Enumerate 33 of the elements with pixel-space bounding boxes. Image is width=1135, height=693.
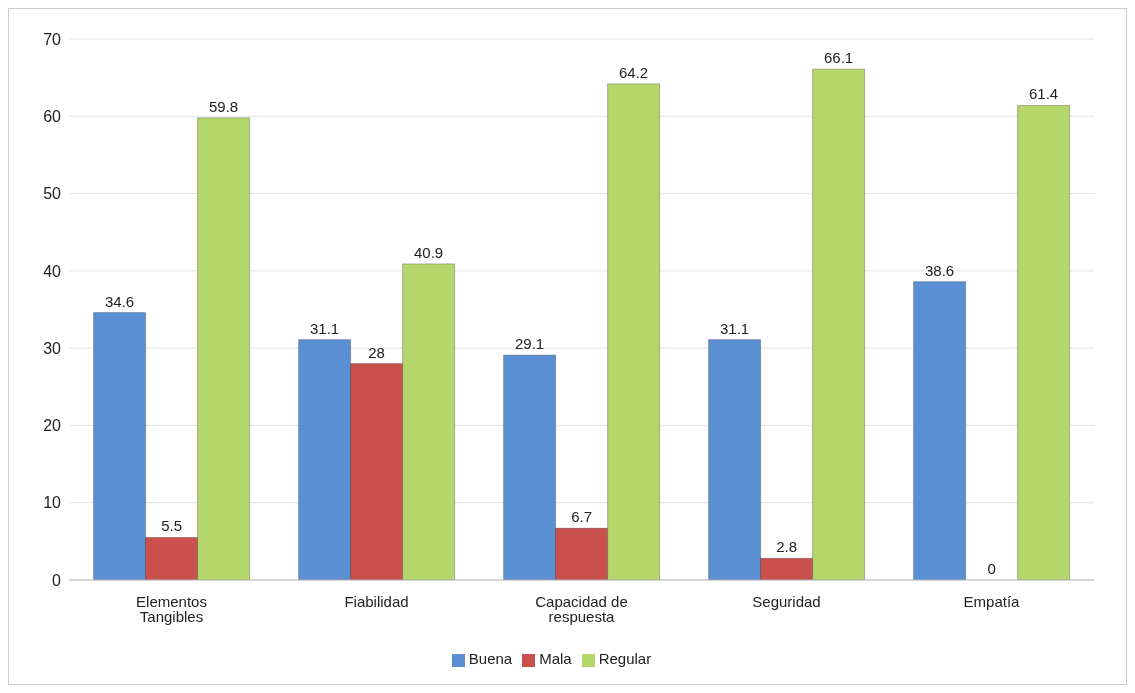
- data-label: 66.1: [824, 49, 854, 67]
- data-label: 0: [987, 560, 996, 577]
- data-label: 40.9: [414, 243, 444, 261]
- data-label: 6.7: [571, 508, 593, 526]
- legend-label: Regular: [598, 650, 652, 667]
- bar: [1017, 104, 1071, 580]
- data-label: 38.6: [925, 261, 955, 279]
- y-tick-label: 70: [43, 30, 62, 48]
- y-tick-label: 20: [43, 417, 62, 435]
- x-tick-label: Fiabilidad: [344, 592, 409, 610]
- y-tick-label: 0: [52, 571, 62, 589]
- data-label: 31.1: [310, 319, 340, 337]
- data-label: 31.1: [720, 319, 750, 337]
- data-label: 59.8: [209, 97, 239, 115]
- bar: [913, 281, 967, 580]
- legend-label: Mala: [539, 650, 572, 667]
- x-tick-label: Empatía: [963, 592, 1021, 610]
- data-label: 28: [368, 343, 385, 361]
- y-tick-label: 60: [43, 107, 62, 125]
- x-tick-label: Capacidad de respuesta: [535, 592, 628, 625]
- data-label: 5.5: [161, 517, 183, 535]
- x-tick-label: Seguridad: [752, 592, 821, 610]
- data-label: 34.6: [105, 292, 135, 310]
- y-tick-label: 10: [43, 494, 62, 512]
- data-label: 2.8: [776, 538, 798, 556]
- data-label: 29.1: [515, 335, 545, 353]
- y-tick-label: 40: [43, 262, 62, 280]
- y-tick-label: 30: [43, 339, 62, 357]
- x-tick-label: Elementos Tangibles: [136, 592, 207, 625]
- legend-label: Buena: [468, 650, 513, 667]
- y-tick-label: 50: [43, 185, 62, 203]
- data-label: 61.4: [1029, 85, 1059, 103]
- data-label: 64.2: [619, 63, 649, 81]
